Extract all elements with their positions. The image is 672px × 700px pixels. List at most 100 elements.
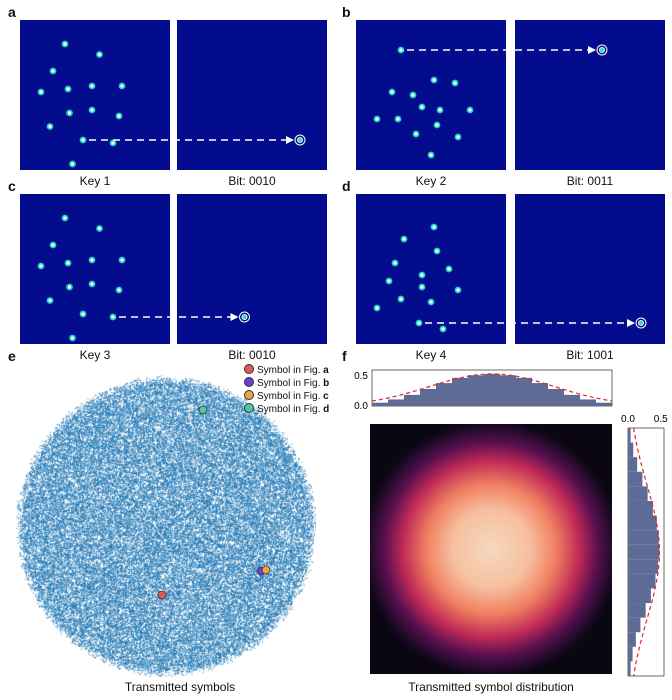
key-caption-b: Key 2 <box>415 174 447 188</box>
arrow-head <box>230 313 239 321</box>
right-histogram-bar <box>628 428 631 443</box>
symbol-cloud <box>16 372 316 682</box>
right-histogram-bar <box>628 530 659 545</box>
top-histogram-bar <box>564 394 580 406</box>
constellation-dot <box>373 304 381 312</box>
key-constellation-c <box>20 194 170 344</box>
constellation-dot <box>79 310 87 318</box>
constellation-dot <box>64 85 72 93</box>
constellation-dot <box>88 256 96 264</box>
constellation-dot <box>88 280 96 288</box>
top-histogram-bar <box>436 383 452 406</box>
legend-marker <box>244 403 254 413</box>
constellation-dot <box>436 106 444 114</box>
constellation-dot <box>466 106 474 114</box>
constellation-dot <box>397 295 405 303</box>
right-histogram-bar <box>628 515 657 531</box>
constellation-dot <box>430 223 438 231</box>
top-histogram-tick: 0.0 <box>354 401 368 412</box>
constellation-dot <box>37 88 45 96</box>
panel-label-d: d <box>342 178 351 194</box>
constellation-dot <box>115 112 123 120</box>
constellation-dot <box>373 115 381 123</box>
target-symbol <box>635 317 647 329</box>
constellation-dot <box>418 283 426 291</box>
constellation-dot <box>61 40 69 48</box>
top-histogram-bar <box>500 375 516 406</box>
top-histogram-bar <box>596 402 612 406</box>
target-symbol <box>239 311 250 323</box>
bit-plane-d <box>515 194 665 344</box>
top-histogram-tick: 0.5 <box>354 371 368 382</box>
legend-item-a: Symbol in Fig. a <box>244 364 329 377</box>
key-caption-d: Key 4 <box>415 348 447 362</box>
constellation-dot <box>61 214 69 222</box>
top-histogram-bar <box>548 388 564 406</box>
top-histogram-bar <box>468 375 484 406</box>
constellation-dot <box>109 313 117 321</box>
constellation-dot <box>64 259 72 267</box>
constellation-dot <box>385 277 393 285</box>
legend-marker <box>244 364 254 374</box>
right-histogram-bar <box>628 646 633 662</box>
constellation-dot <box>96 225 103 232</box>
right-histogram-bar <box>628 442 634 458</box>
constellation-dot <box>439 325 447 333</box>
right-histogram-bar <box>628 486 648 501</box>
constellation-dot <box>46 297 54 304</box>
constellation-dot <box>49 67 57 75</box>
right-histogram-bar <box>628 588 651 604</box>
target-symbol <box>596 44 608 56</box>
constellation-dot <box>412 130 420 138</box>
constellation-dot <box>430 76 438 84</box>
key-constellation-d <box>356 194 506 344</box>
panel-label-e: e <box>8 348 16 364</box>
bit-caption-d: Bit: 1001 <box>566 348 614 362</box>
constellation-dot <box>427 298 435 306</box>
top-histogram-bar <box>452 377 468 406</box>
constellation-dot <box>118 256 126 264</box>
right-fit-curve <box>633 427 660 677</box>
constellation-dot <box>109 139 117 147</box>
constellation-dot <box>49 241 57 249</box>
constellation-dot <box>46 123 54 130</box>
constellation-dot <box>409 91 417 99</box>
arrow-head <box>627 319 635 327</box>
top-histogram-bar <box>532 383 548 406</box>
panel-label-b: b <box>342 4 351 20</box>
arrow-head <box>286 136 294 144</box>
right-histogram-bar <box>628 500 653 516</box>
bit-caption-c: Bit: 0010 <box>228 348 276 362</box>
legend-item-d: Symbol in Fig. d <box>244 403 329 416</box>
constellation-dot <box>415 319 423 327</box>
top-fit-curve <box>371 373 613 402</box>
constellation-dot <box>454 133 462 141</box>
right-histogram-bar <box>628 661 631 676</box>
constellation-dot <box>394 115 402 123</box>
constellation-dot <box>433 247 441 255</box>
legend: Symbol in Fig. a Symbol in Fig. b Symbol i… <box>244 364 329 416</box>
constellation-dot <box>454 286 462 294</box>
constellation-dot <box>427 151 435 159</box>
constellation-dot <box>115 286 123 294</box>
bit-caption-b: Bit: 0011 <box>566 174 614 188</box>
panel-label-a: a <box>8 4 16 20</box>
constellation-dot <box>388 88 396 96</box>
constellation-dot <box>445 265 453 273</box>
top-histogram-bar <box>580 399 596 406</box>
constellation-dot <box>88 106 96 114</box>
constellation-dot <box>96 51 103 58</box>
constellation-dot <box>118 82 126 90</box>
constellation-dot <box>391 259 399 267</box>
legend-marker <box>244 390 254 400</box>
top-histogram-bar <box>484 373 500 406</box>
constellation-dot <box>79 136 87 144</box>
top-histogram-bar <box>404 394 420 406</box>
constellation-dot <box>37 262 45 270</box>
top-histogram-bar <box>420 388 436 406</box>
